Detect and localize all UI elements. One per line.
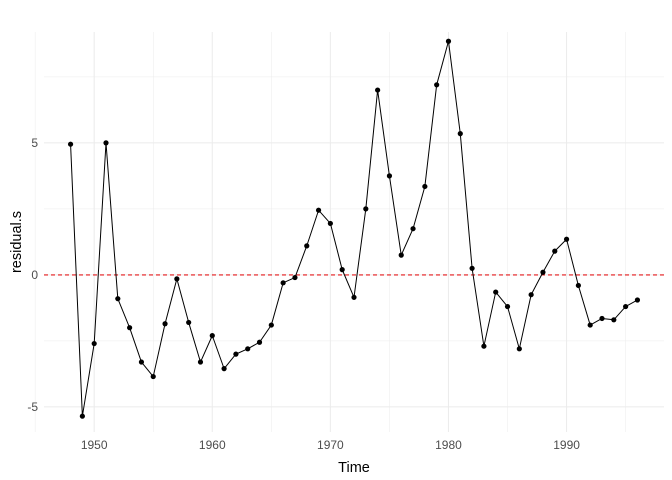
x-tick-label: 1980 (435, 438, 462, 452)
data-point (162, 321, 168, 327)
data-point (552, 248, 558, 254)
data-point (174, 276, 180, 282)
data-point (469, 265, 475, 271)
data-point (587, 322, 593, 328)
data-point (245, 346, 251, 352)
series-points-group (67, 38, 641, 419)
minor-gridlines (34, 32, 664, 432)
x-tick-label: 1970 (317, 438, 344, 452)
data-point (138, 359, 145, 365)
data-point (327, 220, 333, 227)
major-gridlines (44, 32, 664, 432)
y-axis-tick-labels: -5 0 5 (27, 136, 38, 414)
data-point (623, 303, 629, 310)
data-point (398, 252, 404, 258)
y-tick-label: 5 (31, 136, 38, 150)
data-point (363, 206, 369, 212)
data-point (599, 315, 605, 322)
data-point (528, 292, 534, 298)
data-point (445, 38, 452, 44)
data-point (575, 282, 581, 289)
data-point (563, 236, 570, 242)
data-point (339, 267, 345, 273)
y-tick-label: 0 (31, 268, 38, 282)
data-point (504, 303, 511, 310)
data-point (127, 325, 133, 331)
data-point (79, 413, 85, 419)
data-point (493, 289, 499, 295)
data-point (150, 373, 156, 380)
data-point (410, 226, 416, 232)
data-point (457, 131, 463, 137)
x-axis-tick-labels: 1950 1960 1970 1980 1990 (81, 438, 580, 452)
x-tick-label: 1950 (81, 438, 108, 452)
data-point (634, 297, 641, 303)
y-tick-label: -5 (27, 400, 38, 414)
data-point (67, 141, 74, 147)
data-point (197, 359, 204, 365)
data-point (256, 339, 263, 345)
data-point (516, 346, 522, 352)
data-point (233, 351, 239, 357)
data-point (186, 319, 192, 326)
data-point (540, 269, 546, 275)
data-point (422, 183, 428, 190)
data-point (611, 317, 617, 323)
data-point (304, 243, 310, 249)
data-point (115, 296, 121, 302)
data-point (386, 173, 393, 179)
data-point (434, 82, 440, 88)
x-tick-label: 1960 (199, 438, 226, 452)
data-point (481, 343, 487, 349)
x-tick-label: 1990 (553, 438, 580, 452)
series-line-group (70, 40, 638, 417)
data-point (103, 140, 109, 146)
data-point (292, 274, 298, 281)
data-point (221, 366, 227, 372)
data-point (315, 207, 322, 213)
y-axis-title: residual.s (9, 211, 25, 273)
data-point (375, 87, 381, 93)
data-point (91, 340, 97, 347)
data-point (209, 333, 215, 339)
data-point (351, 294, 357, 300)
series-line (70, 40, 638, 417)
x-axis-title: Time (338, 460, 370, 476)
data-point (268, 322, 274, 328)
data-point (280, 280, 286, 286)
